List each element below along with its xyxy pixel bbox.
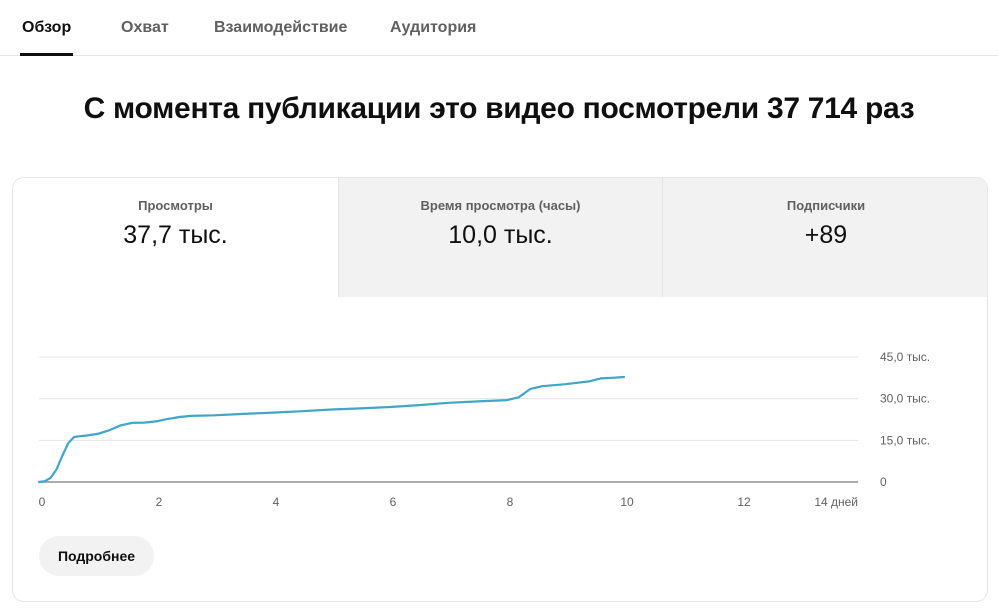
tab-reach[interactable]: Охват <box>121 19 169 36</box>
x-tick-label: 6 <box>390 495 397 509</box>
y-tick-label: 30,0 тыс. <box>880 392 930 406</box>
metric-subscribers[interactable]: Подписчики +89 <box>662 178 987 297</box>
metric-subscribers-label: Подписчики <box>786 198 866 213</box>
tab-audience[interactable]: Аудитория <box>390 19 477 36</box>
tab-bar: Обзор Охват Взаимодействие Аудитория <box>0 0 998 56</box>
tab-engagement[interactable]: Взаимодействие <box>214 19 348 36</box>
y-tick-label: 0 <box>880 475 887 489</box>
x-tick-label: 4 <box>273 495 280 509</box>
page-headline: С момента публикации это видео посмотрел… <box>83 92 915 125</box>
metric-watch-time-label: Время просмотра (часы) <box>420 198 581 213</box>
x-tick-label: 0 <box>39 495 46 509</box>
tab-overview[interactable]: Обзор <box>19 0 74 56</box>
more-details-button[interactable]: Подробнее <box>39 536 154 576</box>
x-tick-label: 2 <box>156 495 163 509</box>
x-tick-label: 12 <box>737 495 751 509</box>
metric-subscribers-value: +89 <box>804 221 848 249</box>
metric-watch-time[interactable]: Время просмотра (часы) 10,0 тыс. <box>338 178 662 297</box>
analytics-card: Просмотры 37,7 тыс. Время просмотра (час… <box>12 177 988 602</box>
y-tick-label: 15,0 тыс. <box>880 433 930 447</box>
metric-views-value: 37,7 тыс. <box>123 221 228 249</box>
x-tick-label: 14 дней <box>814 495 858 509</box>
x-tick-label: 8 <box>507 495 514 509</box>
y-tick-label: 45,0 тыс. <box>880 350 930 364</box>
x-tick-label: 10 <box>620 495 634 509</box>
metric-views[interactable]: Просмотры 37,7 тыс. <box>13 178 338 297</box>
views-series-line <box>37 375 626 484</box>
metric-watch-time-value: 10,0 тыс. <box>448 221 553 249</box>
metric-views-label: Просмотры <box>138 198 213 213</box>
